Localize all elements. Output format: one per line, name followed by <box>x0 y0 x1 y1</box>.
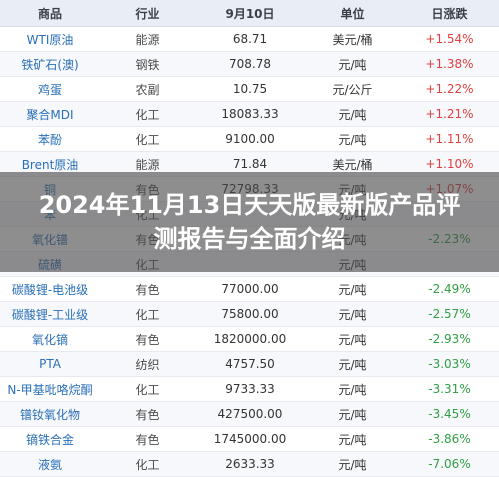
industry-cell: 化工 <box>100 301 195 327</box>
daily-change-cell: +1.22% <box>400 76 499 102</box>
unit-cell: 元/吨 <box>305 126 400 152</box>
price-cell: 77000.00 <box>195 276 305 302</box>
banner-title: 2024年11月13日天天版最新版产品评测报告与全面介绍 <box>38 191 461 253</box>
commodity-name-cell[interactable]: 氧化镝 <box>0 326 100 352</box>
daily-change-cell: +1.54% <box>400 26 499 52</box>
table-row[interactable]: 氧化镝 有色 1820000.00 元/吨 -2.93% <box>0 326 499 352</box>
table-row[interactable]: N-甲基吡咯烷酮 化工 9733.33 元/吨 -3.31% <box>0 376 499 402</box>
industry-cell: 能源 <box>100 26 195 52</box>
industry-cell: 纺织 <box>100 351 195 377</box>
industry-cell: 有色 <box>100 276 195 302</box>
daily-change-cell: -3.31% <box>400 376 499 402</box>
commodity-name-cell[interactable]: WTI原油 <box>0 26 100 52</box>
daily-change-cell: +1.21% <box>400 101 499 127</box>
price-cell: 18083.33 <box>195 101 305 127</box>
daily-change-cell: +1.11% <box>400 126 499 152</box>
unit-cell: 美元/桶 <box>305 26 400 52</box>
column-header-unit[interactable]: 单位 <box>305 0 400 27</box>
unit-cell: 元/吨 <box>305 326 400 352</box>
commodity-name-cell[interactable]: 镝铁合金 <box>0 426 100 452</box>
table-row[interactable]: 鸡蛋 农副 10.75 元/公斤 +1.22% <box>0 76 499 102</box>
table-row[interactable]: 聚合MDI 化工 18083.33 元/吨 +1.21% <box>0 101 499 127</box>
daily-change-cell: -3.03% <box>400 351 499 377</box>
title-overlay-banner: 2024年11月13日天天版最新版产品评测报告与全面介绍 <box>0 172 499 272</box>
price-cell: 1745000.00 <box>195 426 305 452</box>
table-row[interactable]: 液氨 化工 2633.33 元/吨 -7.06% <box>0 451 499 477</box>
industry-cell: 化工 <box>100 451 195 477</box>
table-row[interactable]: 镝铁合金 有色 1745000.00 元/吨 -3.86% <box>0 426 499 452</box>
unit-cell: 元/吨 <box>305 451 400 477</box>
unit-cell: 元/吨 <box>305 351 400 377</box>
commodity-name-cell[interactable]: 鸡蛋 <box>0 76 100 102</box>
daily-change-cell: -2.93% <box>400 326 499 352</box>
commodity-name-cell[interactable]: 聚合MDI <box>0 101 100 127</box>
price-cell: 1820000.00 <box>195 326 305 352</box>
industry-cell: 化工 <box>100 101 195 127</box>
commodity-name-cell[interactable]: 碳酸锂-电池级 <box>0 276 100 302</box>
industry-cell: 农副 <box>100 76 195 102</box>
commodity-name-cell[interactable]: 液氨 <box>0 451 100 477</box>
daily-change-cell: -3.86% <box>400 426 499 452</box>
column-header-industry[interactable]: 行业 <box>100 0 195 27</box>
commodity-name-cell[interactable]: N-甲基吡咯烷酮 <box>0 376 100 402</box>
daily-change-cell: +1.38% <box>400 51 499 77</box>
industry-cell: 化工 <box>100 376 195 402</box>
daily-change-cell: -3.45% <box>400 401 499 427</box>
unit-cell: 元/吨 <box>305 51 400 77</box>
industry-cell: 化工 <box>100 126 195 152</box>
table-row[interactable]: 碳酸锂-电池级 有色 77000.00 元/吨 -2.49% <box>0 276 499 302</box>
daily-change-cell: -7.06% <box>400 451 499 477</box>
table-header-row: 商品 行业 9月10日 单位 日涨跌 <box>0 0 499 27</box>
unit-cell: 元/公斤 <box>305 76 400 102</box>
column-header-date-price[interactable]: 9月10日 <box>195 0 305 27</box>
unit-cell: 元/吨 <box>305 376 400 402</box>
price-cell: 10.75 <box>195 76 305 102</box>
commodity-name-cell[interactable]: PTA <box>0 351 100 377</box>
commodity-name-cell[interactable]: 铁矿石(澳) <box>0 51 100 77</box>
table-row[interactable]: WTI原油 能源 68.71 美元/桶 +1.54% <box>0 26 499 52</box>
table-row[interactable]: 碳酸锂-工业级 化工 75800.00 元/吨 -2.57% <box>0 301 499 327</box>
price-cell: 68.71 <box>195 26 305 52</box>
commodity-name-cell[interactable]: 碳酸锂-工业级 <box>0 301 100 327</box>
table-row[interactable]: 铁矿石(澳) 钢铁 708.78 元/吨 +1.38% <box>0 51 499 77</box>
table-row[interactable]: 苯酚 化工 9100.00 元/吨 +1.11% <box>0 126 499 152</box>
table-row[interactable]: PTA 纺织 4757.50 元/吨 -3.03% <box>0 351 499 377</box>
price-cell: 9100.00 <box>195 126 305 152</box>
unit-cell: 元/吨 <box>305 426 400 452</box>
price-cell: 2633.33 <box>195 451 305 477</box>
column-header-daily-change[interactable]: 日涨跌 <box>400 0 499 27</box>
price-cell: 708.78 <box>195 51 305 77</box>
price-cell: 9733.33 <box>195 376 305 402</box>
unit-cell: 元/吨 <box>305 101 400 127</box>
price-cell: 427500.00 <box>195 401 305 427</box>
industry-cell: 有色 <box>100 401 195 427</box>
industry-cell: 有色 <box>100 426 195 452</box>
commodity-name-cell[interactable]: 苯酚 <box>0 126 100 152</box>
price-cell: 75800.00 <box>195 301 305 327</box>
unit-cell: 元/吨 <box>305 401 400 427</box>
price-cell: 4757.50 <box>195 351 305 377</box>
column-header-commodity[interactable]: 商品 <box>0 0 100 27</box>
industry-cell: 钢铁 <box>100 51 195 77</box>
daily-change-cell: -2.49% <box>400 276 499 302</box>
unit-cell: 元/吨 <box>305 301 400 327</box>
unit-cell: 元/吨 <box>305 276 400 302</box>
table-row[interactable]: 镨钕氧化物 有色 427500.00 元/吨 -3.45% <box>0 401 499 427</box>
industry-cell: 有色 <box>100 326 195 352</box>
daily-change-cell: -2.57% <box>400 301 499 327</box>
commodity-name-cell[interactable]: 镨钕氧化物 <box>0 401 100 427</box>
